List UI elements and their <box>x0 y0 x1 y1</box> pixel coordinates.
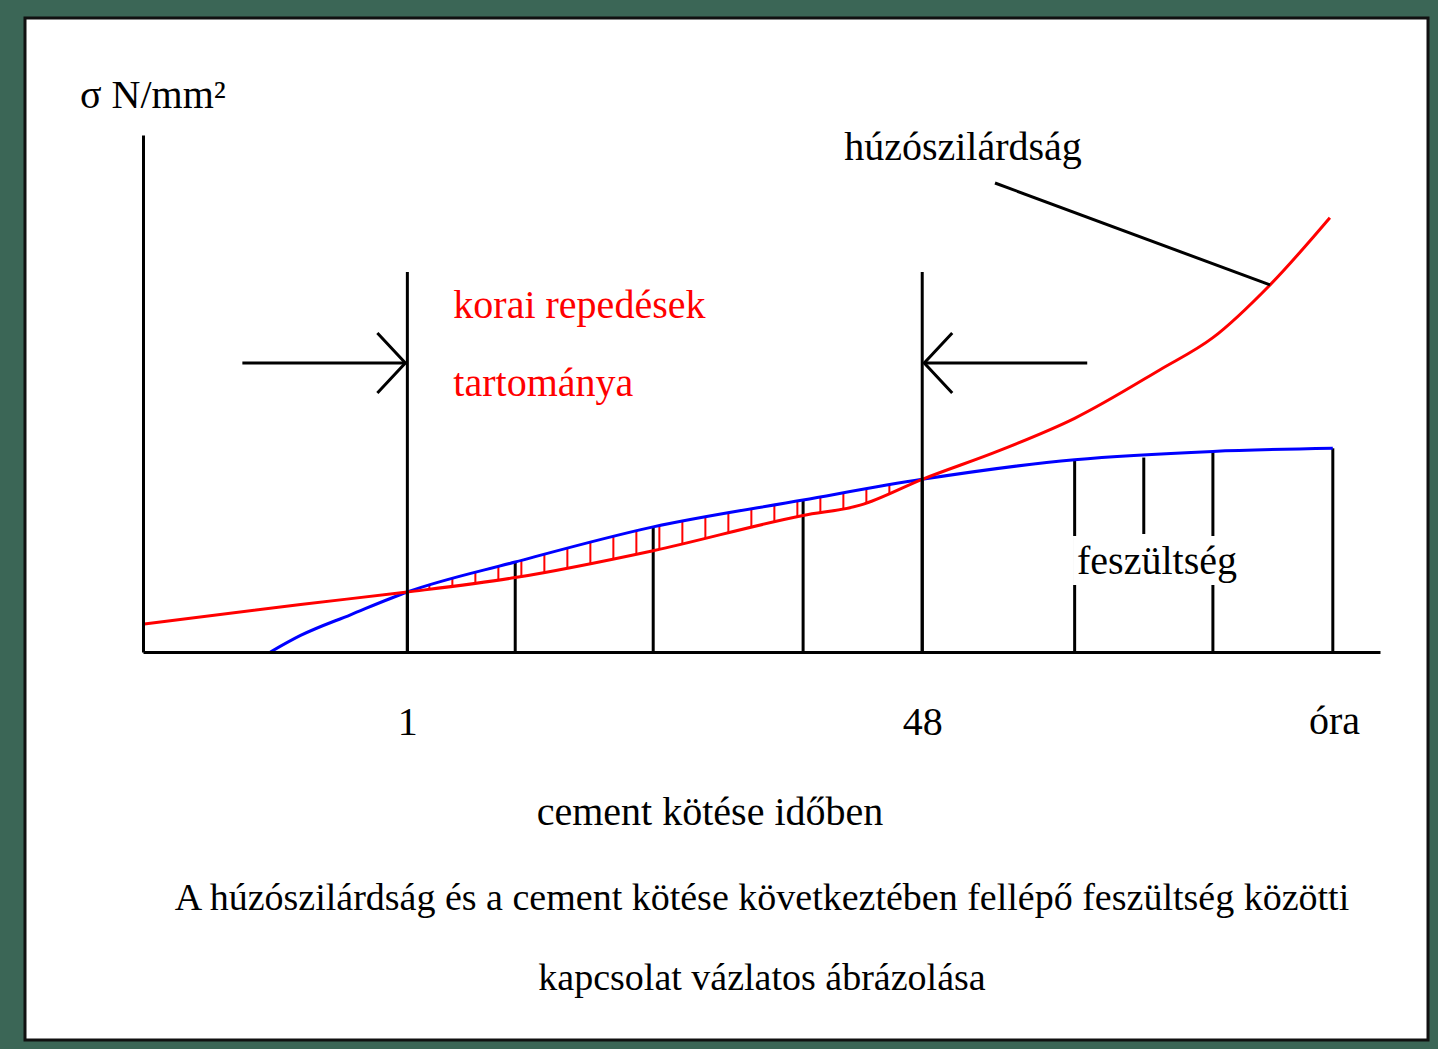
series-line <box>270 448 1332 652</box>
hatch-line <box>681 135 683 652</box>
leader-line <box>995 183 1270 285</box>
arrow-shaft <box>242 362 405 365</box>
hatch-line <box>428 135 430 652</box>
annotation: korai repedésektartománya <box>453 282 705 405</box>
hatch-line <box>750 135 752 652</box>
hatch-line <box>658 135 660 652</box>
hatch-line <box>819 135 821 652</box>
annotation-bracket <box>242 272 1087 652</box>
x-axis-title: cement kötése időben <box>537 789 884 834</box>
tick-label: 1 <box>398 699 418 744</box>
tick-label: 48 <box>903 699 943 744</box>
series-label: feszültség <box>1077 538 1237 583</box>
hatch-inner <box>429 135 912 652</box>
frame <box>25 18 1428 1040</box>
x-unit: óra <box>1309 698 1360 743</box>
hatch-line <box>727 135 729 652</box>
axis-line <box>142 136 145 653</box>
range-marker <box>921 272 924 652</box>
hatch-group <box>429 135 912 652</box>
series-label: húzószilárdság <box>844 124 1082 169</box>
y-axis <box>143 136 144 653</box>
arrow-head <box>377 333 405 393</box>
hatch-line <box>704 135 706 652</box>
axis-line <box>144 651 1381 654</box>
y-axis-title: σ N/mm² <box>80 72 226 117</box>
caption: A húzószilárdság és a cement kötése köve… <box>175 876 1349 998</box>
hatch-line <box>635 135 637 652</box>
plot-area <box>144 135 1333 652</box>
tick: 48 <box>903 652 943 744</box>
hatch-line <box>842 135 844 652</box>
hatch-line <box>911 135 913 652</box>
arrow-head <box>924 333 952 393</box>
hatch-line <box>888 135 890 652</box>
arrow-shaft <box>924 362 1087 365</box>
leader-line <box>1142 458 1145 534</box>
tick: 1 <box>398 652 418 744</box>
chart: 1 48 σ N/mm² óra cement kötése időben A húzós… <box>0 0 1438 1049</box>
hatch-line <box>865 135 867 652</box>
x-axis: 1 48 <box>144 652 1381 744</box>
drop-line <box>514 562 517 652</box>
hatch-line <box>773 135 775 652</box>
hatch-line <box>796 135 798 652</box>
drop-line <box>802 500 805 652</box>
drop-line <box>652 527 655 652</box>
range-marker <box>406 272 409 652</box>
series-line <box>144 218 1330 624</box>
drop-line <box>1331 448 1334 652</box>
label-patch <box>1073 536 1241 585</box>
